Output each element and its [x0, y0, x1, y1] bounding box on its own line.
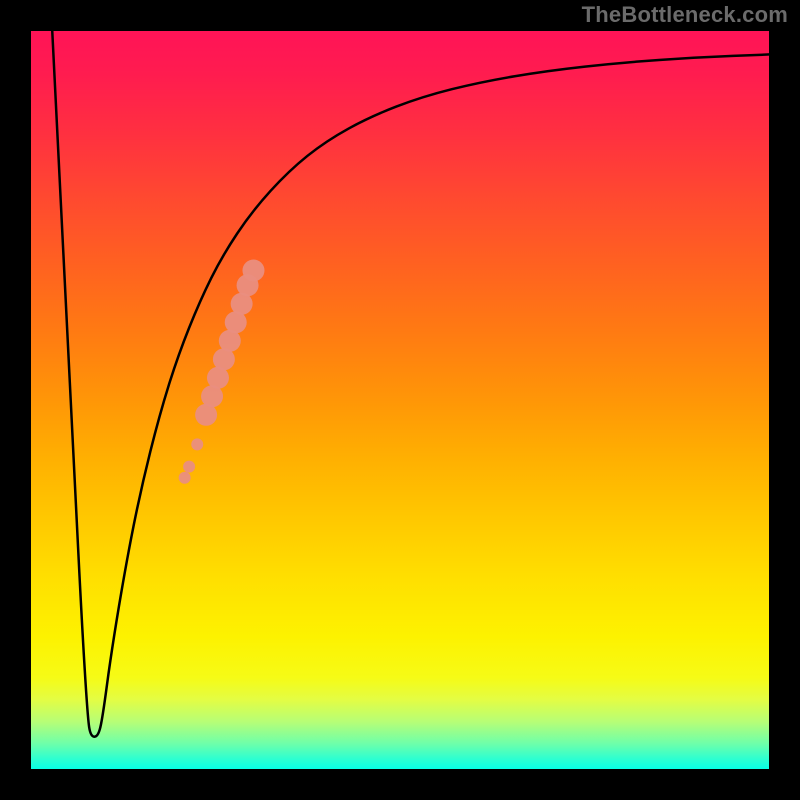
marker-dot	[179, 472, 191, 484]
marker-dot	[242, 260, 264, 282]
bottleneck-chart	[0, 0, 800, 800]
marker-dot	[191, 438, 203, 450]
plot-background	[30, 30, 770, 770]
chart-container: TheBottleneck.com	[0, 0, 800, 800]
marker-dot	[183, 461, 195, 473]
watermark-text: TheBottleneck.com	[582, 2, 788, 28]
